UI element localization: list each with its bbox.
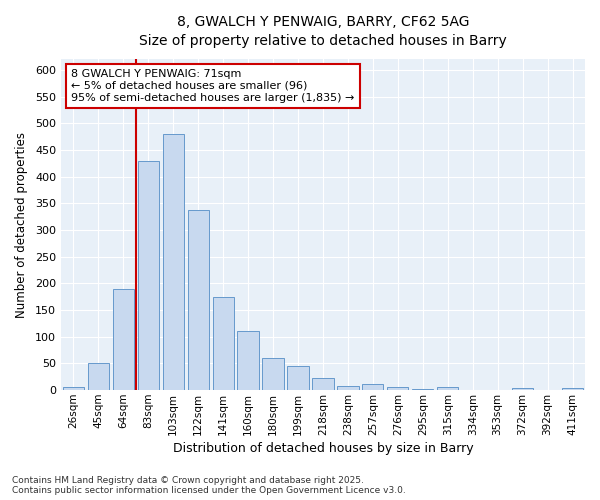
Bar [562, 388, 583, 390]
Bar [88, 364, 109, 390]
Bar [313, 378, 334, 390]
Bar [113, 289, 134, 390]
Bar [437, 387, 458, 390]
Bar [287, 366, 308, 390]
Bar [137, 161, 159, 390]
Title: 8, GWALCH Y PENWAIG, BARRY, CF62 5AG
Size of property relative to detached house: 8, GWALCH Y PENWAIG, BARRY, CF62 5AG Siz… [139, 15, 507, 48]
X-axis label: Distribution of detached houses by size in Barry: Distribution of detached houses by size … [173, 442, 473, 455]
Bar [337, 386, 359, 390]
Bar [387, 387, 409, 390]
Bar [412, 389, 433, 390]
Bar [362, 384, 383, 390]
Bar [512, 388, 533, 390]
Text: 8 GWALCH Y PENWAIG: 71sqm
← 5% of detached houses are smaller (96)
95% of semi-d: 8 GWALCH Y PENWAIG: 71sqm ← 5% of detach… [71, 70, 355, 102]
Bar [163, 134, 184, 390]
Bar [212, 297, 234, 390]
Bar [188, 210, 209, 390]
Bar [238, 332, 259, 390]
Bar [262, 358, 284, 390]
Y-axis label: Number of detached properties: Number of detached properties [15, 132, 28, 318]
Bar [63, 388, 84, 390]
Text: Contains HM Land Registry data © Crown copyright and database right 2025.
Contai: Contains HM Land Registry data © Crown c… [12, 476, 406, 495]
